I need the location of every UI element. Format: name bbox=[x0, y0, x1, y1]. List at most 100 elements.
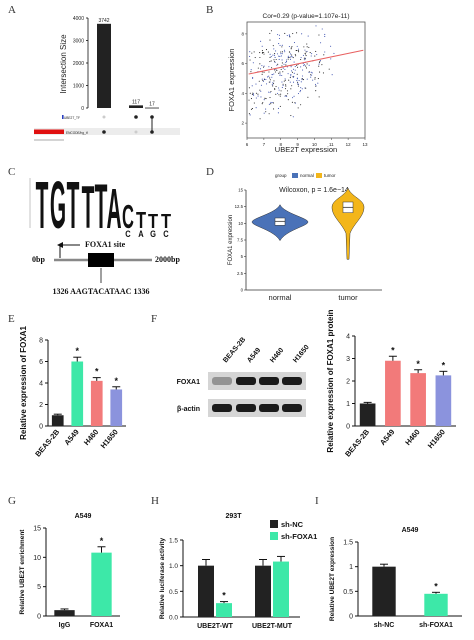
scatter-point bbox=[297, 81, 299, 83]
y-tick-label: 1.5 bbox=[343, 540, 353, 547]
scatter-point bbox=[262, 102, 264, 104]
scatter-point bbox=[257, 93, 259, 95]
scatter-point bbox=[250, 69, 252, 71]
scatter-point bbox=[284, 88, 287, 90]
scatter-point bbox=[286, 90, 289, 92]
x-tick-label: sh-NC bbox=[374, 622, 395, 629]
scatter-point bbox=[280, 93, 282, 95]
scatter-point bbox=[301, 75, 304, 77]
y-tick-label: 2 bbox=[346, 379, 350, 386]
scatter-point bbox=[306, 78, 308, 80]
scatter-point bbox=[268, 71, 270, 73]
scatter-point bbox=[318, 34, 320, 36]
scatter-point bbox=[281, 51, 283, 53]
scatter-point bbox=[275, 85, 277, 88]
scatter-point bbox=[249, 51, 251, 53]
scatter-point bbox=[330, 45, 332, 47]
scatter-point bbox=[287, 58, 289, 60]
scatter-point bbox=[278, 58, 280, 61]
scatter-point bbox=[281, 62, 283, 64]
scatter-point bbox=[306, 46, 308, 48]
scatter-point bbox=[318, 63, 320, 65]
scatter-point bbox=[297, 66, 299, 68]
scatter-point bbox=[250, 71, 252, 73]
violin-tumor bbox=[331, 187, 365, 260]
set-label: ENCODE/hg_tf bbox=[66, 131, 88, 135]
scatter-point bbox=[300, 87, 302, 89]
scatter-point bbox=[323, 54, 325, 56]
panel-letter-a: A bbox=[8, 4, 16, 16]
y-tick-label: 1 bbox=[349, 564, 353, 571]
legend-label: sh-FOXA1 bbox=[281, 532, 317, 541]
scatter-point bbox=[319, 61, 321, 63]
scatter-point bbox=[251, 107, 254, 110]
scatter-point bbox=[277, 34, 279, 36]
y-tick-label: 2 bbox=[39, 402, 43, 409]
bar bbox=[385, 360, 401, 426]
scatter-point bbox=[289, 56, 291, 58]
motif-letter: T bbox=[67, 169, 80, 243]
scatter-point bbox=[257, 95, 259, 97]
bar bbox=[273, 561, 289, 617]
motif-letter: G bbox=[50, 169, 66, 243]
scatter-point bbox=[273, 59, 275, 61]
scatter-point bbox=[321, 28, 323, 30]
y-tick-label: 10 bbox=[238, 221, 243, 226]
scatter-point bbox=[261, 45, 263, 47]
scatter-point bbox=[291, 71, 294, 73]
scatter-point bbox=[285, 95, 287, 97]
scatter-point bbox=[314, 55, 316, 57]
scatter-point bbox=[258, 80, 260, 82]
scatter-point bbox=[320, 42, 322, 44]
scatter-point bbox=[315, 50, 317, 52]
scatter-point bbox=[257, 67, 259, 69]
scatter-point bbox=[260, 96, 262, 98]
scatter-point bbox=[289, 53, 292, 55]
scatter-point bbox=[274, 60, 276, 62]
scatter-point bbox=[317, 82, 319, 84]
scatter-point bbox=[305, 51, 307, 53]
y-tick-label: 4 bbox=[241, 91, 244, 96]
scatter-point bbox=[293, 42, 296, 44]
y-tick-label: 2000 bbox=[73, 61, 84, 67]
panel-letter-h: H bbox=[151, 495, 159, 507]
scatter-point bbox=[259, 118, 261, 120]
scatter-point bbox=[288, 35, 291, 37]
scatter-point bbox=[318, 62, 321, 64]
scatter-point bbox=[250, 108, 252, 110]
x-tick-label: normal bbox=[269, 293, 292, 302]
scatter-point bbox=[259, 63, 261, 65]
y-tick-label: 0 bbox=[241, 288, 244, 293]
scatter-point bbox=[248, 87, 250, 89]
scatter-point bbox=[297, 83, 299, 86]
bar bbox=[97, 23, 111, 108]
scatter-point bbox=[315, 90, 317, 92]
scatter-point bbox=[276, 53, 279, 55]
panel-letter-e: E bbox=[8, 313, 15, 325]
scatter-point bbox=[281, 65, 283, 67]
scatter-point bbox=[297, 92, 300, 95]
site-sequence: 1326 AAGTACATAAC 1336 bbox=[53, 287, 150, 296]
scatter-point bbox=[290, 114, 292, 117]
blot-band bbox=[212, 377, 232, 385]
scatter-point bbox=[296, 45, 298, 47]
scatter-point bbox=[274, 69, 276, 71]
y-tick-label: 1.5 bbox=[169, 538, 178, 545]
scatter-point bbox=[268, 91, 270, 93]
scatter-point bbox=[292, 68, 295, 70]
scatter-point bbox=[296, 80, 298, 82]
scatter-point bbox=[307, 35, 309, 37]
x-tick-label: 13 bbox=[362, 142, 368, 147]
x-tick-label: H1650 bbox=[426, 428, 447, 451]
panel-letter-d: D bbox=[206, 166, 214, 178]
scatter-point bbox=[300, 57, 302, 59]
scatter-point bbox=[314, 77, 316, 79]
scatter-point bbox=[311, 74, 313, 76]
scatter-point bbox=[294, 69, 296, 71]
scatter-point bbox=[250, 98, 253, 100]
scatter-point bbox=[262, 66, 265, 68]
scatter-point bbox=[291, 101, 293, 103]
scatter-point bbox=[253, 94, 255, 96]
scatter-point bbox=[288, 34, 290, 36]
regression-line bbox=[248, 49, 364, 75]
